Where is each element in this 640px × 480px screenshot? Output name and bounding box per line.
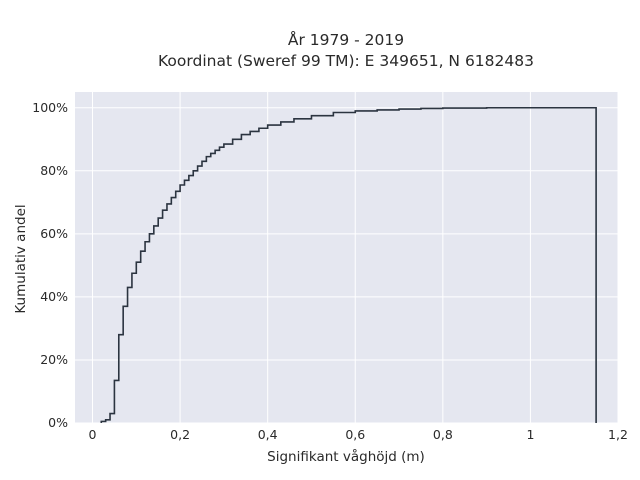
y-tick-label: 60%: [40, 226, 68, 241]
tick-labels: 0 0,2 0,4 0,6 0,8 1 1,2 0% 20% 40% 60% 80% 100%: [32, 100, 628, 442]
plot-area: [75, 92, 618, 423]
x-tick-label: 0,6: [345, 427, 365, 442]
x-tick-label: 1: [526, 427, 534, 442]
y-axis-label: Kumulativ andel: [13, 204, 29, 313]
x-tick-label: 1,2: [608, 427, 628, 442]
y-tick-label: 100%: [32, 100, 68, 115]
y-tick-label: 20%: [40, 352, 68, 367]
x-axis-label: Signifikant våghöjd (m): [267, 448, 425, 465]
y-tick-label: 80%: [40, 163, 68, 178]
x-tick-label: 0,4: [258, 427, 278, 442]
x-tick-label: 0,2: [170, 427, 190, 442]
grid-lines: [75, 92, 619, 424]
y-tick-label: 0%: [48, 415, 68, 430]
chart-title-line-2: Koordinat (Sweref 99 TM): E 349651, N 61…: [158, 52, 534, 70]
chart-title-line-1: År 1979 - 2019: [288, 30, 404, 49]
y-tick-label: 40%: [40, 289, 68, 304]
x-tick-label: 0: [89, 427, 97, 442]
x-tick-label: 0,8: [433, 427, 453, 442]
cdf-step-line: [100, 106, 597, 423]
